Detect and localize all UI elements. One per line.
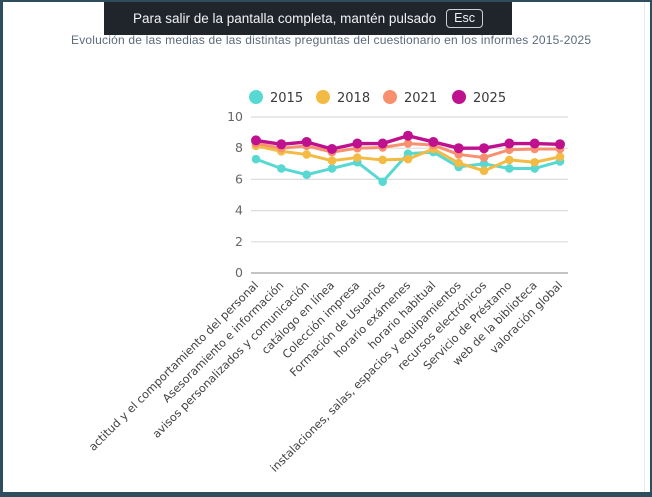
data-point-2018[interactable] — [378, 155, 387, 165]
data-point-2025[interactable] — [301, 136, 312, 147]
data-point-2025[interactable] — [327, 143, 337, 154]
y-axis-tick-label: 2 — [235, 234, 243, 249]
y-axis-tick-label: 6 — [235, 171, 243, 186]
legend-swatch-2025 — [452, 90, 466, 104]
y-axis-tick-label: 10 — [227, 109, 243, 124]
legend-item-2018[interactable]: 2018 — [316, 90, 370, 106]
data-point-2025[interactable] — [504, 138, 515, 149]
chart-page-title: Evolución de las medias de las distintas… — [71, 33, 592, 47]
data-point-2021[interactable] — [479, 153, 489, 162]
legend-label-2018: 2018 — [337, 91, 370, 106]
data-point-2025[interactable] — [479, 143, 489, 154]
data-point-2015[interactable] — [302, 170, 311, 180]
data-point-2018[interactable] — [454, 158, 463, 168]
data-point-2025[interactable] — [276, 139, 287, 150]
data-point-2018[interactable] — [530, 157, 539, 167]
data-point-2015[interactable] — [277, 164, 286, 173]
legend-swatch-2015 — [249, 90, 263, 104]
data-point-2015[interactable] — [251, 154, 261, 164]
data-point-2025[interactable] — [555, 139, 565, 150]
data-point-2018[interactable] — [479, 166, 489, 176]
y-axis-tick-label: 8 — [235, 140, 243, 155]
evolution-line-chart: 0 2 4 6 8 10 2015 2018 2021 2025 actitud y el comp… — [86, 90, 568, 475]
data-point-2018[interactable] — [327, 156, 337, 165]
data-point-2025[interactable] — [251, 135, 261, 146]
legend-label-2015: 2015 — [270, 91, 303, 106]
legend-swatch-2018 — [316, 90, 330, 104]
x-axis-label: actitud y el comportamiento del personal — [86, 279, 261, 454]
data-point-2015[interactable] — [479, 159, 489, 169]
legend-label-2025: 2025 — [473, 91, 506, 106]
data-point-2025[interactable] — [352, 138, 363, 149]
esc-key-hint: Esc — [446, 9, 484, 28]
y-axis-tick-labels: 0 2 4 6 8 10 — [227, 109, 243, 280]
data-point-2025[interactable] — [377, 138, 388, 149]
legend-label-2021: 2021 — [404, 91, 437, 106]
toast-message: Para salir de la pantalla completa, mant… — [132, 11, 437, 26]
legend-item-2021[interactable]: 2021 — [383, 90, 437, 106]
data-point-2025[interactable] — [403, 130, 413, 141]
data-point-2021[interactable] — [403, 139, 413, 148]
data-point-2025[interactable] — [428, 136, 439, 147]
legend-item-2015[interactable]: 2015 — [249, 90, 303, 106]
data-point-2015[interactable] — [327, 164, 337, 173]
data-point-2015[interactable] — [378, 177, 387, 187]
window-inner-edge — [644, 2, 645, 492]
data-point-2015[interactable] — [530, 164, 539, 173]
legend-swatch-2021 — [383, 90, 397, 104]
data-point-2015[interactable] — [505, 164, 514, 173]
data-point-2018[interactable] — [353, 153, 362, 162]
data-point-2018[interactable] — [505, 155, 514, 165]
data-point-2018[interactable] — [302, 150, 311, 159]
chart-legend: 2015 2018 2021 2025 — [249, 90, 506, 106]
data-point-2018[interactable] — [555, 152, 565, 162]
legend-item-2025[interactable]: 2025 — [452, 90, 506, 106]
fullscreen-exit-toast: Para salir de la pantalla completa, mant… — [104, 2, 512, 35]
series-group — [251, 130, 565, 187]
data-point-2025[interactable] — [453, 143, 464, 154]
data-point-2018[interactable] — [403, 154, 413, 164]
y-axis-tick-label: 0 — [235, 265, 243, 280]
x-axis-labels: actitud y el comportamiento del personal… — [86, 279, 565, 475]
y-axis-tick-label: 4 — [235, 203, 243, 218]
data-point-2025[interactable] — [529, 138, 540, 149]
